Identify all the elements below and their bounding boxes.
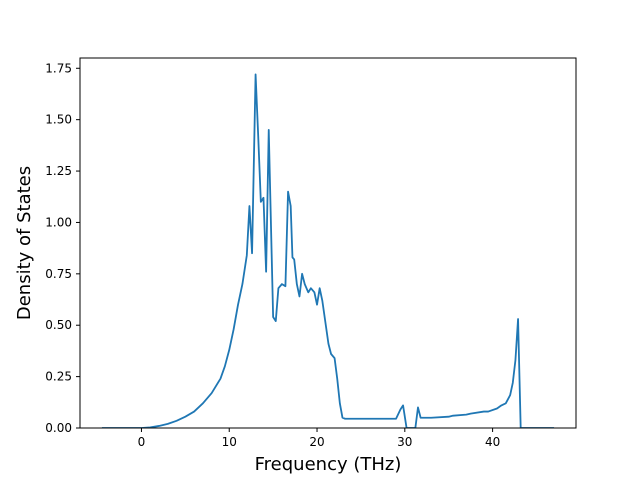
y-tick-label: 0.00 (45, 421, 72, 435)
y-axis-ticks: 0.00 0.25 0.50 0.75 1.00 1.25 1.50 1.75 (45, 61, 80, 435)
y-tick-label: 1.25 (45, 164, 72, 178)
y-tick-label: 0.75 (45, 267, 72, 281)
y-tick-label: 0.25 (45, 370, 72, 384)
x-axis-ticks: 0 10 20 30 40 (138, 428, 500, 449)
x-tick-label: 40 (485, 435, 500, 449)
x-tick-label: 0 (138, 435, 146, 449)
dos-series-line (101, 73, 555, 428)
x-tick-label: 20 (309, 435, 324, 449)
y-axis-label: Density of States (14, 166, 35, 320)
x-tick-label: 10 (222, 435, 237, 449)
y-tick-label: 1.00 (45, 215, 72, 229)
series-layer (101, 73, 555, 428)
plot-background (80, 58, 576, 428)
plot-frame (79, 57, 577, 429)
y-tick-label: 0.50 (45, 318, 72, 332)
y-tick-label: 1.50 (45, 113, 72, 127)
y-tick-label: 1.75 (45, 61, 72, 75)
x-axis-label: Frequency (THz) (255, 454, 402, 475)
x-tick-label: 30 (397, 435, 412, 449)
